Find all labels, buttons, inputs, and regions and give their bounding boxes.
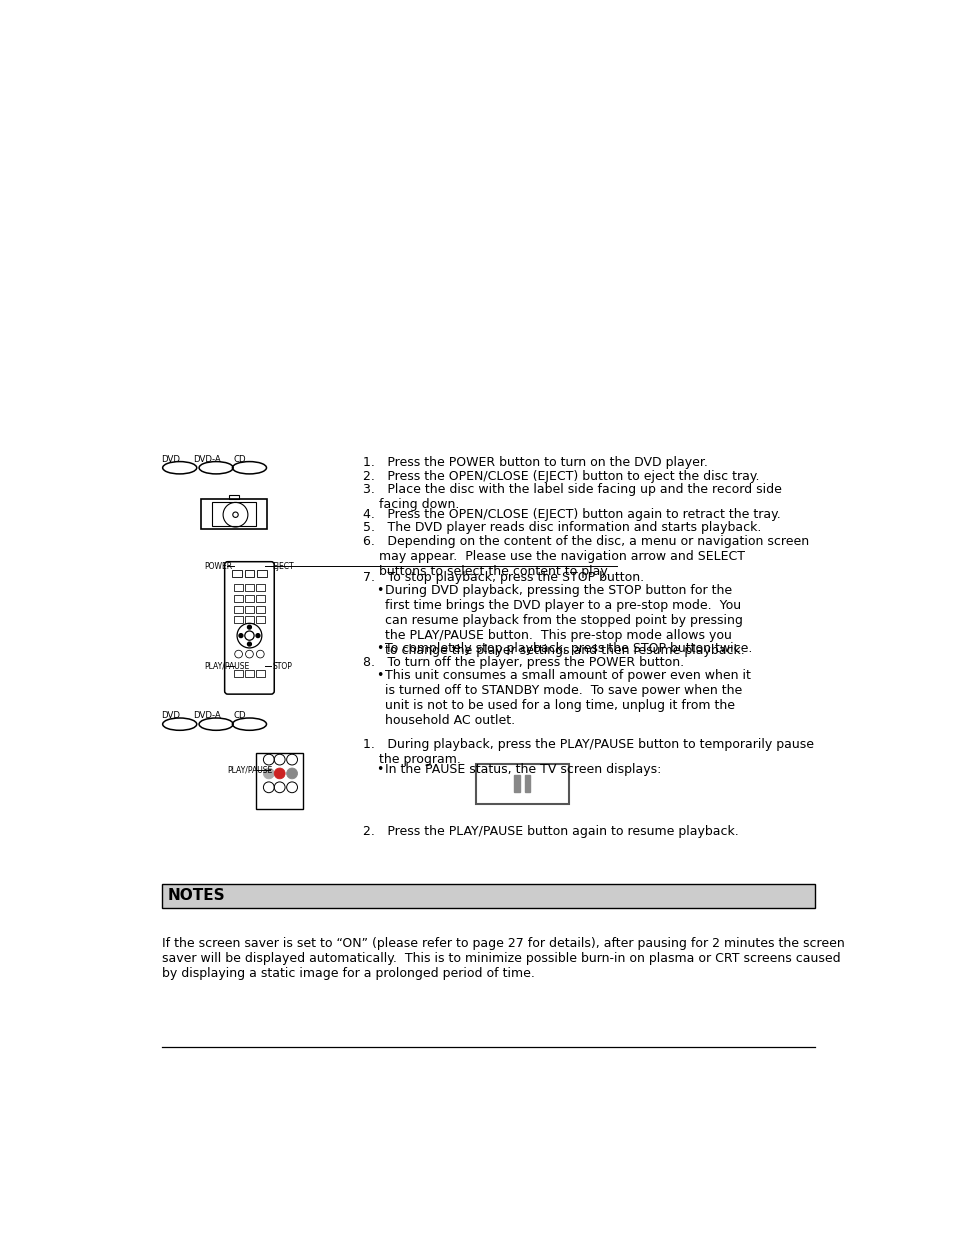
Circle shape — [286, 768, 297, 779]
Text: STOP: STOP — [273, 662, 293, 671]
Text: •: • — [375, 642, 383, 655]
Bar — [201, 499, 266, 530]
Bar — [233, 616, 243, 624]
Text: POWER: POWER — [204, 562, 233, 571]
Text: DVD: DVD — [161, 454, 179, 464]
Text: PLAY/PAUSE: PLAY/PAUSE — [204, 662, 250, 671]
Bar — [212, 503, 255, 526]
Text: NOTES: NOTES — [168, 888, 226, 903]
Text: 1. Press the POWER button to turn on the DVD player.: 1. Press the POWER button to turn on the… — [363, 456, 707, 469]
Text: EJECT: EJECT — [273, 562, 294, 571]
Circle shape — [274, 768, 285, 779]
Bar — [233, 595, 243, 601]
Text: In the PAUSE status, the TV screen displays:: In the PAUSE status, the TV screen displ… — [385, 763, 660, 777]
Text: During DVD playback, pressing the STOP button for the
first time brings the DVD : During DVD playback, pressing the STOP b… — [385, 584, 744, 657]
Circle shape — [263, 768, 274, 779]
Bar — [256, 753, 303, 809]
Bar — [245, 671, 253, 677]
Bar — [255, 584, 265, 592]
Bar — [229, 495, 239, 499]
Bar — [255, 671, 265, 677]
Bar — [162, 883, 815, 908]
Text: CD: CD — [233, 711, 246, 720]
Text: This unit consumes a small amount of power even when it
is turned off to STANDBY: This unit consumes a small amount of pow… — [385, 669, 750, 727]
Text: 6. Depending on the content of the disc, a menu or navigation screen
    may app: 6. Depending on the content of the disc,… — [363, 535, 809, 578]
Text: 3. Place the disc with the label side facing up and the record side
    facing d: 3. Place the disc with the label side fa… — [363, 483, 781, 511]
Bar — [514, 774, 519, 792]
Text: 4. Press the OPEN/CLOSE (EJECT) button again to retract the tray.: 4. Press the OPEN/CLOSE (EJECT) button a… — [363, 508, 781, 521]
Circle shape — [239, 634, 243, 637]
Bar — [255, 595, 265, 601]
Text: •: • — [375, 763, 383, 777]
Text: DVD-A: DVD-A — [193, 454, 220, 464]
Text: PLAY/PAUSE: PLAY/PAUSE — [228, 766, 273, 774]
Text: 2. Press the PLAY/PAUSE button again to resume playback.: 2. Press the PLAY/PAUSE button again to … — [363, 825, 739, 839]
Bar — [255, 616, 265, 624]
Bar — [245, 571, 253, 577]
Text: •: • — [375, 669, 383, 682]
Circle shape — [255, 634, 259, 637]
Text: 2. Press the OPEN/CLOSE (EJECT) button to eject the disc tray.: 2. Press the OPEN/CLOSE (EJECT) button t… — [363, 469, 760, 483]
Bar — [233, 571, 241, 577]
Bar — [245, 595, 253, 601]
Text: 7. To stop playback, press the STOP button.: 7. To stop playback, press the STOP butt… — [363, 571, 644, 584]
Bar — [524, 774, 530, 792]
Bar — [233, 584, 243, 592]
Text: 1. During playback, press the PLAY/PAUSE button to temporarily pause
    the pro: 1. During playback, press the PLAY/PAUSE… — [363, 739, 814, 766]
Text: •: • — [375, 584, 383, 597]
Circle shape — [247, 642, 252, 646]
Text: 8. To turn off the player, press the POWER button.: 8. To turn off the player, press the POW… — [363, 656, 684, 668]
FancyBboxPatch shape — [476, 763, 568, 804]
Bar — [245, 616, 253, 624]
Bar — [255, 605, 265, 613]
Text: CD: CD — [233, 454, 246, 464]
Bar — [245, 605, 253, 613]
Text: DVD-A: DVD-A — [193, 711, 220, 720]
Bar — [257, 571, 266, 577]
Bar — [233, 605, 243, 613]
Text: If the screen saver is set to “ON” (please refer to page 27 for details), after : If the screen saver is set to “ON” (plea… — [162, 937, 843, 981]
Circle shape — [247, 625, 252, 629]
Text: DVD: DVD — [161, 711, 179, 720]
Bar — [233, 671, 243, 677]
Bar — [245, 584, 253, 592]
Text: To completely stop playback, press the STOP button twice.: To completely stop playback, press the S… — [385, 642, 752, 655]
Text: 5. The DVD player reads disc information and starts playback.: 5. The DVD player reads disc information… — [363, 521, 760, 535]
